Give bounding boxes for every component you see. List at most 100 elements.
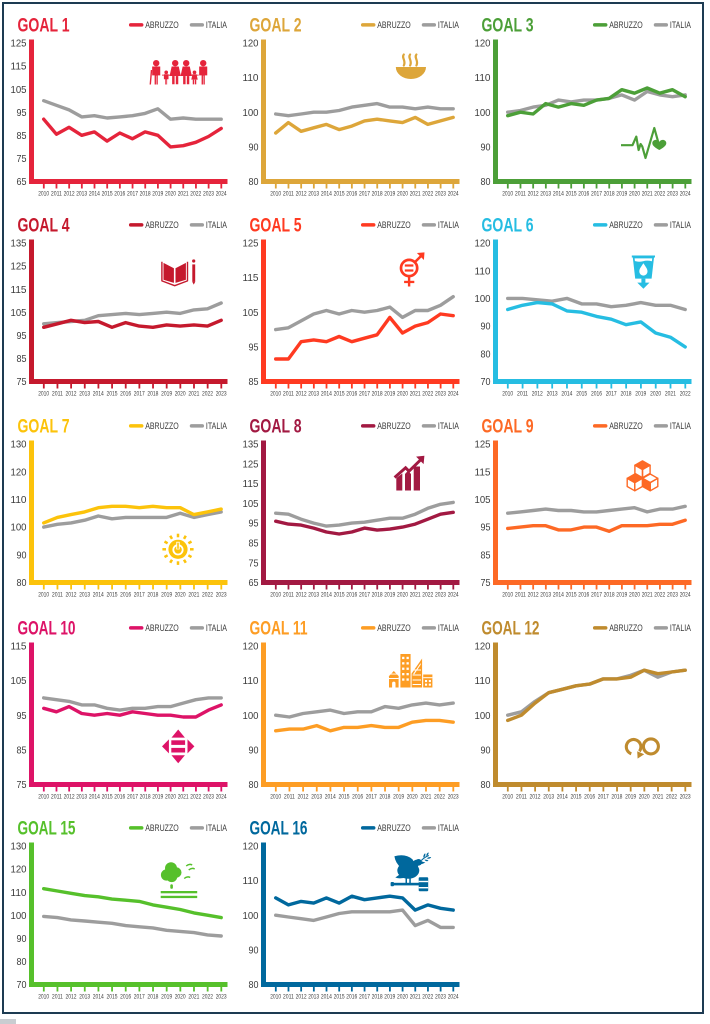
svg-text:2014: 2014: [321, 391, 333, 397]
svg-text:2014: 2014: [325, 794, 337, 800]
svg-text:2016: 2016: [578, 592, 590, 598]
svg-text:2023: 2023: [216, 391, 228, 397]
svg-text:80: 80: [481, 176, 491, 188]
svg-text:70: 70: [17, 979, 27, 991]
svg-text:90: 90: [481, 744, 491, 756]
svg-text:2022: 2022: [666, 794, 678, 800]
svg-text:2022: 2022: [434, 794, 446, 800]
svg-text:2018: 2018: [621, 391, 633, 397]
svg-text:2020: 2020: [650, 391, 662, 397]
svg-text:2017: 2017: [134, 391, 146, 397]
svg-text:2021: 2021: [178, 191, 190, 197]
svg-text:ABRUZZO: ABRUZZO: [145, 823, 179, 833]
svg-text:2013: 2013: [311, 794, 323, 800]
svg-text:2022: 2022: [202, 994, 214, 1000]
svg-text:2012: 2012: [64, 794, 76, 800]
svg-text:95: 95: [249, 518, 259, 530]
svg-text:95: 95: [17, 107, 27, 119]
svg-text:2012: 2012: [296, 191, 308, 197]
svg-text:2022: 2022: [202, 592, 214, 598]
svg-text:2013: 2013: [76, 191, 88, 197]
svg-text:2014: 2014: [321, 592, 333, 598]
svg-text:115: 115: [243, 272, 259, 284]
svg-text:2010: 2010: [270, 191, 282, 197]
svg-text:2019: 2019: [153, 191, 165, 197]
svg-text:ITALIA: ITALIA: [438, 823, 459, 833]
svg-text:2011: 2011: [52, 994, 64, 1000]
svg-text:90: 90: [249, 944, 259, 956]
svg-text:2016: 2016: [352, 794, 364, 800]
svg-text:2018: 2018: [372, 391, 384, 397]
svg-text:2010: 2010: [38, 391, 50, 397]
svg-text:2015: 2015: [334, 994, 346, 1000]
svg-text:2019: 2019: [384, 994, 396, 1000]
svg-text:2015: 2015: [566, 592, 578, 598]
svg-text:GOAL 9: GOAL 9: [482, 417, 534, 438]
svg-text:2015: 2015: [334, 391, 346, 397]
svg-text:2022: 2022: [680, 391, 692, 397]
svg-text:2021: 2021: [410, 191, 422, 197]
svg-text:2015: 2015: [334, 191, 346, 197]
svg-text:75: 75: [17, 376, 27, 388]
svg-text:ITALIA: ITALIA: [206, 421, 227, 431]
svg-text:2010: 2010: [38, 191, 50, 197]
svg-text:2014: 2014: [93, 391, 105, 397]
svg-text:2019: 2019: [393, 794, 405, 800]
svg-text:125: 125: [11, 261, 27, 273]
svg-text:2011: 2011: [516, 794, 528, 800]
svg-text:ITALIA: ITALIA: [670, 20, 691, 30]
svg-text:2010: 2010: [502, 794, 514, 800]
svg-text:90: 90: [249, 744, 259, 756]
svg-text:2015: 2015: [107, 391, 119, 397]
svg-text:ITALIA: ITALIA: [670, 623, 691, 633]
svg-text:2017: 2017: [359, 592, 371, 598]
svg-text:115: 115: [475, 466, 491, 478]
svg-text:105: 105: [11, 84, 27, 96]
svg-text:2018: 2018: [148, 592, 160, 598]
svg-text:ABRUZZO: ABRUZZO: [145, 20, 179, 30]
svg-text:ABRUZZO: ABRUZZO: [377, 823, 411, 833]
svg-text:2019: 2019: [616, 592, 628, 598]
svg-text:2016: 2016: [120, 592, 132, 598]
svg-text:75: 75: [481, 577, 491, 589]
svg-text:2020: 2020: [165, 794, 177, 800]
svg-text:2022: 2022: [654, 191, 666, 197]
svg-text:2017: 2017: [598, 794, 610, 800]
svg-text:120: 120: [11, 864, 27, 876]
svg-text:GOAL 5: GOAL 5: [250, 216, 302, 237]
svg-text:95: 95: [249, 341, 259, 353]
svg-text:105: 105: [11, 307, 27, 319]
svg-text:GOAL 15: GOAL 15: [18, 819, 76, 840]
svg-text:80: 80: [249, 979, 259, 991]
svg-text:2017: 2017: [127, 794, 139, 800]
svg-text:80: 80: [249, 176, 259, 188]
svg-text:2012: 2012: [66, 592, 78, 598]
svg-text:2021: 2021: [178, 794, 190, 800]
svg-text:2010: 2010: [502, 191, 514, 197]
svg-text:85: 85: [17, 744, 27, 756]
svg-text:2012: 2012: [530, 794, 542, 800]
svg-text:2016: 2016: [346, 994, 358, 1000]
svg-text:2020: 2020: [397, 994, 409, 1000]
svg-text:110: 110: [243, 675, 259, 687]
svg-text:2018: 2018: [604, 592, 616, 598]
svg-text:2020: 2020: [397, 191, 409, 197]
svg-text:95: 95: [481, 522, 491, 534]
svg-text:ABRUZZO: ABRUZZO: [377, 421, 411, 431]
svg-text:100: 100: [243, 107, 259, 119]
svg-text:2019: 2019: [635, 391, 647, 397]
svg-text:2013: 2013: [547, 391, 559, 397]
svg-text:GOAL 10: GOAL 10: [18, 619, 76, 640]
svg-text:2013: 2013: [308, 191, 320, 197]
svg-text:ITALIA: ITALIA: [670, 220, 691, 230]
svg-text:2016: 2016: [578, 191, 590, 197]
svg-text:ABRUZZO: ABRUZZO: [377, 623, 411, 633]
svg-text:2017: 2017: [591, 592, 603, 598]
svg-text:2017: 2017: [606, 391, 618, 397]
svg-text:85: 85: [17, 353, 27, 365]
svg-text:2023: 2023: [667, 592, 679, 598]
svg-text:2021: 2021: [189, 592, 201, 598]
svg-text:GOAL 1: GOAL 1: [18, 16, 70, 37]
svg-text:65: 65: [17, 176, 27, 188]
svg-text:2015: 2015: [566, 191, 578, 197]
